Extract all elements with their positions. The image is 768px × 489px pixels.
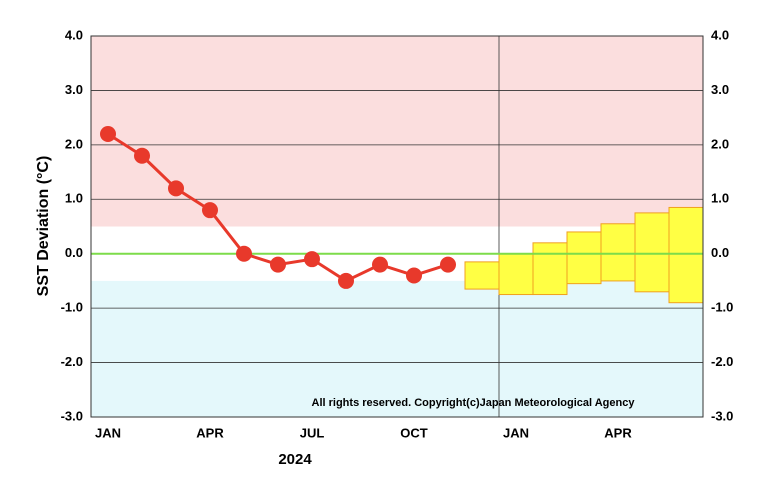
y2-tick-label: -2.0 [711, 354, 733, 369]
observed-point [440, 256, 456, 273]
forecast-box [498, 253, 534, 296]
y2-tick-label: -3.0 [711, 408, 733, 423]
y-tick-label: -3.0 [61, 408, 83, 423]
observed-point [338, 272, 354, 289]
observed-point [406, 267, 422, 284]
forecast-box [668, 206, 704, 304]
x-tick-label: APR [196, 425, 224, 440]
x-tick-label: JAN [503, 425, 529, 440]
forecast-box [464, 261, 500, 290]
x-axis-label: 2024 [278, 451, 312, 468]
y-tick-label: 2.0 [65, 136, 83, 151]
observed-point [270, 256, 286, 273]
y-tick-label: 4.0 [65, 27, 83, 42]
y2-tick-label: 4.0 [711, 27, 729, 42]
observed-point [168, 180, 184, 197]
observed-point [100, 125, 116, 142]
y-tick-label: -1.0 [61, 300, 83, 315]
y2-tick-label: 3.0 [711, 82, 729, 97]
y-tick-label: -2.0 [61, 354, 83, 369]
observed-point [304, 251, 320, 268]
background-band [91, 280, 703, 417]
x-tick-label: JAN [95, 425, 121, 440]
forecast-box [566, 231, 602, 285]
y2-tick-label: 2.0 [711, 136, 729, 151]
forecast-box [634, 212, 670, 293]
y-tick-label: 1.0 [65, 191, 83, 206]
y2-tick-label: -1.0 [711, 300, 733, 315]
y2-tick-label: 1.0 [711, 191, 729, 206]
y2-tick-label: 0.0 [711, 245, 729, 260]
y-tick-label: 0.0 [65, 245, 83, 260]
observed-point [202, 202, 218, 219]
x-tick-label: OCT [400, 425, 428, 440]
copyright-annotation: All rights reserved. Copyright(c)Japan M… [312, 397, 636, 409]
observed-point [236, 245, 252, 262]
y-axis-label: SST Deviation (°C) [35, 156, 52, 297]
x-tick-label: APR [604, 425, 632, 440]
x-tick-label: JUL [300, 425, 325, 440]
observed-point [134, 147, 150, 164]
y-tick-label: 3.0 [65, 82, 83, 97]
forecast-box [600, 223, 636, 282]
forecast-box [532, 242, 568, 296]
plot-frame [90, 35, 704, 418]
observed-point [372, 256, 388, 273]
background-band [91, 36, 703, 227]
